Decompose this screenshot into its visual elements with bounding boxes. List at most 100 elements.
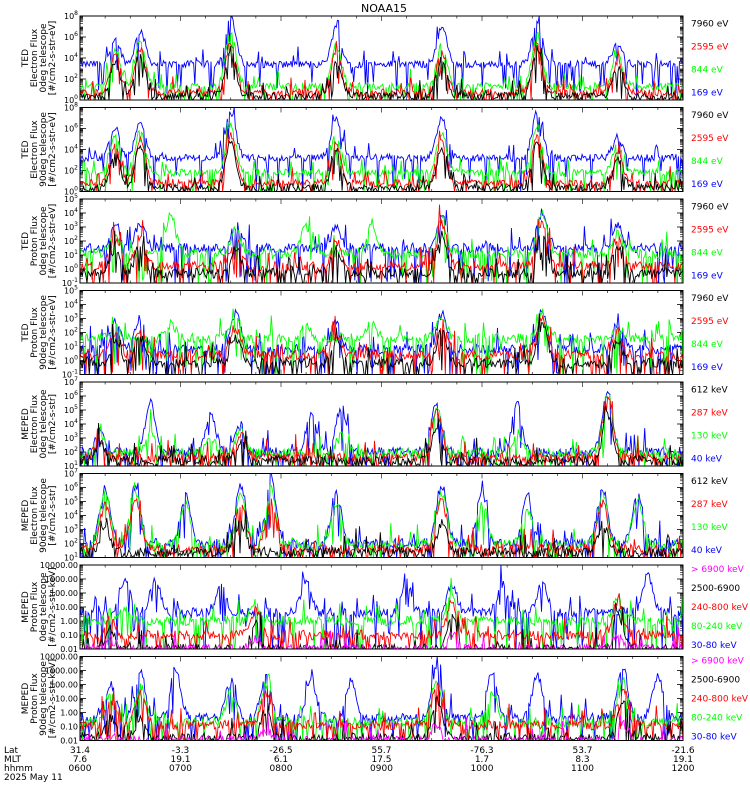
- series-line-4: [80, 45, 683, 100]
- legend-entry: 287 keV: [691, 409, 728, 419]
- legend-entry: 240-800 keV: [691, 695, 749, 705]
- series-line-3: [80, 40, 683, 100]
- y-tick-label: 105: [64, 193, 78, 204]
- y-tick-label: 10000.00: [40, 653, 78, 662]
- mlt-row-label: MLT: [4, 755, 22, 765]
- y-axis-label-line: Electron Flux: [30, 28, 40, 87]
- series-group: [80, 107, 683, 192]
- y-axis-label-line: 90deg telescope: [39, 295, 49, 370]
- y-axis-label-line: 90deg telescope: [39, 661, 49, 736]
- y-tick-label: 102: [64, 165, 78, 176]
- y-tick-label: 100.00: [50, 589, 78, 598]
- panel-frame: [79, 656, 684, 741]
- y-tick-label: 102: [64, 73, 78, 84]
- series-line-4: [80, 313, 683, 375]
- x-tick-label: -26.5: [269, 746, 292, 756]
- y-tick-label: 101: [64, 460, 78, 471]
- series-line-2: [80, 308, 683, 375]
- legend-entry: 7960 eV: [691, 111, 729, 121]
- x-tick-label: 19.1: [170, 755, 190, 765]
- y-tick-label: 104: [64, 510, 78, 521]
- y-axis-label-line: Electron Flux: [30, 394, 40, 453]
- y-axis-label-line: Proton Flux: [30, 307, 40, 358]
- x-tick-label: 0900: [370, 764, 393, 774]
- panel-frame: [79, 15, 684, 101]
- y-axis-label-line: TED: [21, 323, 31, 342]
- series-group: [80, 16, 683, 100]
- y-tick-label: 108: [64, 102, 78, 113]
- y-tick-label: 0.10: [60, 723, 78, 732]
- y-axis-label-line: TED: [21, 232, 31, 251]
- x-tick-label: 0700: [169, 764, 192, 774]
- x-tick-label: 1100: [571, 764, 594, 774]
- legend-entry: 7960 eV: [691, 203, 729, 213]
- series-line-3: [80, 593, 683, 649]
- y-tick-label: 104: [64, 299, 78, 310]
- y-axis-label-line: 0deg telescope: [39, 572, 49, 642]
- y-tick-label: 104: [64, 418, 78, 429]
- y-tick-label: 102: [64, 327, 78, 338]
- panel-frame: [79, 473, 684, 558]
- panel-2: 100 102 104 106 108 TED Electron Flux 90deg tel…: [21, 102, 729, 197]
- x-tick-label: 55.7: [371, 746, 391, 756]
- y-tick-label: 108: [64, 10, 78, 21]
- y-tick-label: 106: [64, 123, 78, 134]
- y-axis-label-line: MEPED: [21, 408, 31, 440]
- panel-frame: [79, 564, 684, 650]
- legend-entry: 80-240 keV: [691, 622, 743, 632]
- series-line-4: [80, 230, 683, 283]
- y-axis-label-line: 0deg telescope: [39, 206, 49, 276]
- series-line-5: [80, 627, 683, 649]
- hhmm-row-label: hhmm: [4, 764, 33, 774]
- y-tick-label: 105: [64, 496, 78, 507]
- legend-entry: > 6900 keV: [691, 565, 745, 575]
- y-tick-label: 102: [64, 538, 78, 549]
- series-line-3: [80, 204, 683, 283]
- y-tick-label: 10-1: [62, 277, 78, 288]
- panel-7: 0.01 0.10 1.00 10.00 100.00 1000.00 10000.00 ME…: [21, 561, 749, 654]
- legend-entry: 169 eV: [691, 272, 724, 282]
- legend-entry: 7960 eV: [691, 20, 729, 30]
- y-tick-label: 104: [64, 207, 78, 218]
- panel-frame: [79, 198, 684, 284]
- date-label: 2025 May 11: [4, 773, 63, 783]
- y-tick-label: 101: [64, 552, 78, 563]
- panel-8: 0.01 0.10 1.00 10.00 100.00 1000.00 10000.00 ME…: [21, 653, 749, 746]
- panel-frame: [79, 290, 684, 375]
- legend-entry: 30-80 keV: [691, 641, 737, 651]
- x-tick-label: 7.6: [73, 755, 88, 765]
- legend-entry: 40 keV: [691, 455, 723, 465]
- series-line-3: [80, 129, 683, 192]
- legend-entry: 844 eV: [691, 66, 724, 76]
- y-axis-label-line: [#/cm2-s-str]: [48, 394, 58, 454]
- y-axis-label-line: Proton Flux: [30, 581, 40, 632]
- y-tick-label: 10.00: [55, 695, 78, 704]
- y-axis-label-line: [#/cm2-s-str-keV]: [48, 567, 58, 646]
- series-line-4: [80, 510, 683, 558]
- series-line-2: [80, 577, 683, 649]
- y-tick-label: 100: [64, 355, 78, 366]
- series-group: [80, 473, 683, 558]
- panel-3: 10-1 100 101 102 103 104 105 TED Proton Flux 0deg…: [21, 193, 729, 288]
- legend-entry: 844 eV: [691, 249, 724, 259]
- legend-entry: 169 eV: [691, 180, 724, 190]
- x-tick-label: 53.7: [572, 746, 592, 756]
- series-group: [80, 656, 683, 741]
- y-axis-label-line: TED: [21, 49, 31, 68]
- x-tick-label: 31.4: [70, 746, 90, 756]
- series-group: [80, 565, 683, 649]
- y-axis-label-line: MEPED: [21, 591, 31, 623]
- y-tick-label: 100.00: [50, 681, 78, 690]
- panel-frame: [79, 107, 684, 192]
- x-tick-label: -76.3: [470, 746, 493, 756]
- x-tick-label: -21.6: [671, 746, 695, 756]
- series-line-1: [80, 656, 683, 741]
- x-tick-label: 6.1: [274, 755, 288, 765]
- y-tick-label: 105: [64, 285, 78, 296]
- y-axis-label-line: Electron Flux: [30, 120, 40, 179]
- y-tick-label: 101: [64, 249, 78, 260]
- y-tick-label: 106: [64, 31, 78, 42]
- y-tick-label: 101: [64, 341, 78, 352]
